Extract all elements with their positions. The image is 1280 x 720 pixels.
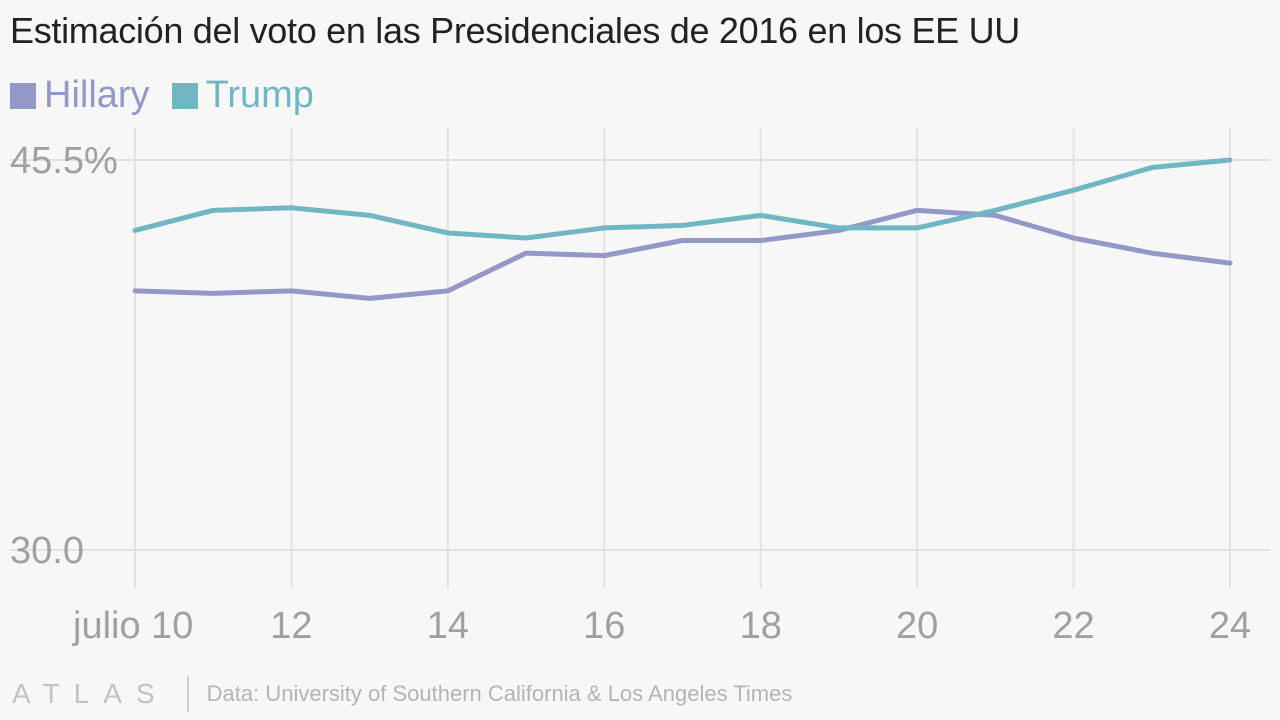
legend-swatch-trump bbox=[171, 82, 198, 109]
footer-divider bbox=[186, 676, 189, 712]
x-tick-label: 20 bbox=[896, 605, 938, 647]
x-tick-label: 14 bbox=[427, 605, 469, 647]
grid-layer bbox=[10, 128, 1270, 588]
x-tick-label: 18 bbox=[740, 605, 782, 647]
series-layer bbox=[132, 157, 1233, 301]
x-tick-label: 24 bbox=[1209, 605, 1251, 647]
x-tick-label: 16 bbox=[583, 605, 625, 647]
x-tick-label: 22 bbox=[1052, 605, 1094, 647]
x-tick-label: 12 bbox=[270, 605, 312, 647]
y-tick-label: 45.5% bbox=[10, 140, 118, 182]
legend-item-trump: Trump bbox=[171, 74, 314, 117]
series-line-hillary bbox=[132, 207, 1233, 301]
x-tick-label: julio 10 bbox=[72, 605, 193, 647]
source-note: Data: University of Southern California … bbox=[206, 681, 793, 706]
axis-layer: julio 10 12 14 16 18 20 22 24 30.0 45.5% bbox=[10, 140, 1251, 647]
legend: Hillary Trump bbox=[10, 74, 314, 117]
series-line-trump bbox=[132, 157, 1233, 241]
legend-label-hillary: Hillary bbox=[44, 74, 150, 116]
footer: ATLAS Data: University of Southern Calif… bbox=[12, 676, 792, 712]
legend-item-hillary: Hillary bbox=[10, 74, 150, 117]
legend-swatch-hillary bbox=[10, 82, 36, 109]
atlas-logo: ATLAS bbox=[12, 678, 169, 709]
y-tick-label: 30.0 bbox=[10, 530, 84, 572]
legend-label-trump: Trump bbox=[205, 74, 314, 116]
chart-title: Estimación del voto en las Presidenciale… bbox=[10, 10, 1020, 51]
